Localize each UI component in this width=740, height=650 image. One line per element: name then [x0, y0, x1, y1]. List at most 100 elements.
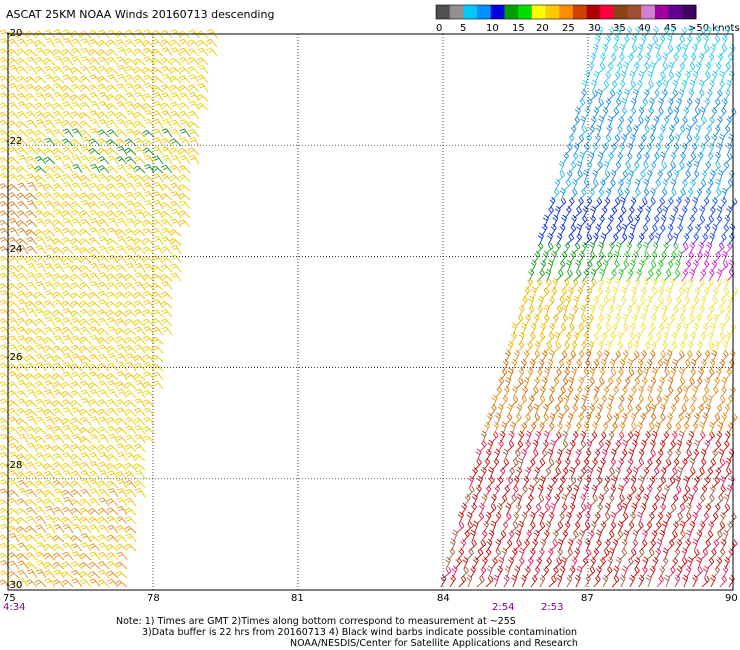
wind-barb: [565, 259, 572, 273]
wind-barb: [16, 372, 29, 381]
wind-barb: [0, 433, 11, 444]
wind-barb: [125, 173, 137, 183]
wind-barb: [79, 436, 92, 444]
wind-barb: [161, 137, 173, 147]
wind-barb: [53, 497, 65, 507]
wind-barb: [692, 107, 701, 120]
wind-barb: [179, 137, 191, 147]
wind-barb: [25, 362, 38, 372]
wind-barb: [16, 48, 29, 57]
wind-barb: [449, 538, 456, 552]
wind-barb: [16, 418, 29, 426]
wind-barb: [62, 56, 74, 66]
wind-barb: [79, 345, 92, 354]
wind-barb: [622, 476, 630, 489]
wind-barb: [53, 434, 65, 444]
wind-barb: [663, 269, 672, 282]
wind-barb: [97, 290, 110, 300]
wind-barb: [62, 362, 74, 372]
scale-label: 15: [512, 23, 525, 34]
wind-barb: [43, 156, 56, 165]
wind-barb: [88, 38, 101, 48]
wind-barb: [608, 241, 615, 255]
wind-barb: [79, 174, 92, 183]
wind-barb: [614, 503, 623, 516]
wind-barb: [89, 524, 101, 534]
wind-barb: [44, 128, 56, 138]
wind-barb: [107, 155, 119, 165]
wind-barb: [124, 444, 137, 453]
wind-barb: [44, 272, 56, 282]
wind-barb: [89, 551, 101, 561]
wind-barb: [16, 264, 29, 273]
wind-barb: [577, 350, 585, 363]
wind-barb: [501, 521, 509, 534]
wind-barb: [89, 182, 101, 192]
wind-barb: [658, 350, 666, 363]
wind-barb: [26, 83, 38, 93]
wind-barb: [52, 345, 65, 354]
wind-barb: [628, 422, 637, 435]
wind-barb: [673, 169, 680, 183]
wind-barb: [44, 533, 56, 543]
wind-barb: [702, 71, 711, 84]
wind-barb: [678, 340, 686, 354]
wind-barb: [560, 314, 568, 327]
wind-barb: [152, 191, 164, 201]
wind-barb: [636, 143, 645, 156]
wind-barb: [617, 268, 624, 282]
wind-barb: [676, 466, 683, 480]
wind-barb: [88, 147, 101, 156]
wind-barb: [89, 254, 101, 264]
wind-barb: [550, 286, 558, 300]
wind-barb: [71, 434, 83, 444]
wind-barb: [559, 187, 566, 201]
wind-barb: [629, 511, 636, 525]
wind-barb: [107, 407, 119, 417]
wind-barb: [613, 224, 622, 237]
wind-barb: [0, 579, 11, 588]
wind-barb: [89, 470, 101, 480]
wind-barb: [495, 538, 502, 552]
wind-barb: [669, 277, 675, 291]
wind-barb: [543, 529, 550, 543]
wind-barb: [143, 326, 155, 336]
wind-barb: [133, 201, 146, 210]
wind-barb: [719, 386, 727, 399]
wind-barb: [61, 138, 74, 147]
wind-barb: [53, 362, 65, 372]
wind-barb: [8, 335, 20, 345]
wind-barb: [43, 345, 56, 354]
wind-barb: [88, 48, 101, 57]
wind-barb: [708, 206, 716, 219]
wind-barb: [494, 386, 503, 399]
wind-barb: [124, 328, 137, 336]
wind-barb: [712, 313, 719, 327]
wind-barb: [622, 61, 629, 75]
wind-barb: [115, 129, 128, 138]
wind-barb: [134, 182, 146, 192]
wind-barb: [601, 548, 610, 561]
wind-barb: [680, 179, 688, 192]
wind-barb: [715, 215, 723, 228]
wind-barb: [44, 74, 56, 84]
wind-barb: [169, 39, 182, 48]
wind-barb: [720, 412, 727, 426]
wind-barb: [493, 548, 501, 561]
wind-barb: [632, 88, 639, 102]
wind-barb: [134, 425, 146, 435]
wind-barb: [722, 565, 729, 579]
wind-barb: [704, 439, 711, 453]
wind-barb: [115, 516, 128, 525]
wind-barb: [600, 520, 607, 534]
wind-barb: [595, 412, 602, 426]
wind-barb: [53, 173, 65, 183]
wind-barb: [71, 146, 83, 156]
wind-barb: [547, 259, 554, 273]
wind-barb: [0, 193, 11, 201]
wind-barb: [97, 156, 110, 165]
wind-barb: [142, 282, 155, 291]
wind-barb: [142, 318, 155, 327]
wind-barb: [61, 345, 74, 354]
wind-barb: [575, 448, 582, 462]
